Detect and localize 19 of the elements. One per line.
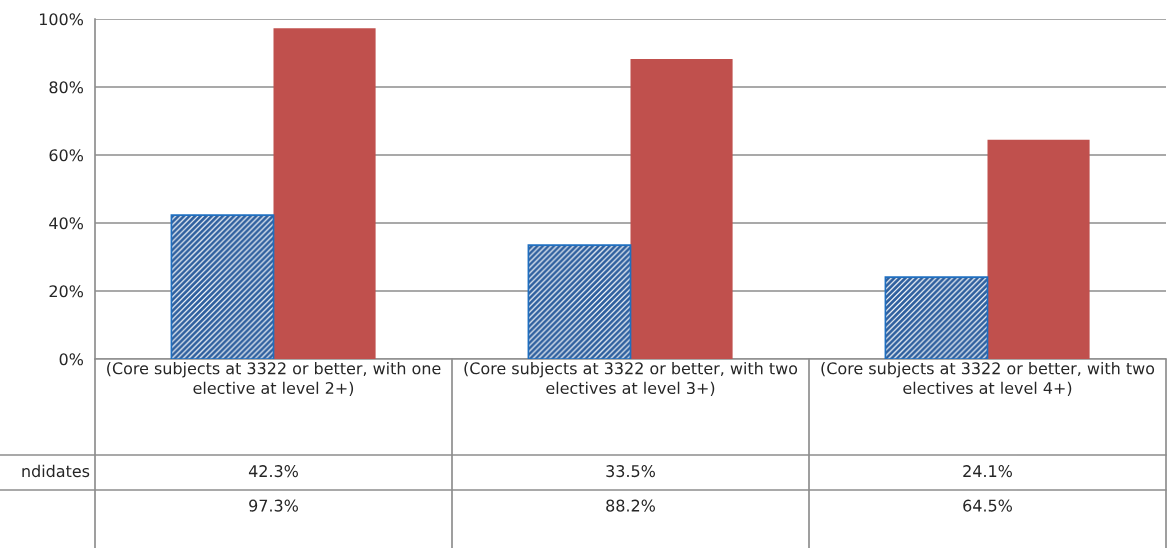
data-label: 64.5% — [963, 499, 1012, 512]
data-label: 42.3% — [248, 465, 298, 478]
y-tick-label: 20% — [49, 285, 84, 298]
y-tick-label: 80% — [49, 81, 84, 94]
y-tick-label: 60% — [49, 149, 84, 162]
bar — [630, 59, 733, 359]
bar — [273, 28, 376, 359]
x-tick-label: (Core subjects at 3322 or better, with one elective at level 2+) — [107, 362, 441, 396]
data-label: 88.2% — [606, 499, 655, 512]
y-tick-label: 100% — [39, 13, 84, 26]
data-label: 24.1% — [963, 465, 1012, 478]
data-label: 97.3% — [249, 499, 298, 512]
y-tick-label: 40% — [49, 217, 84, 230]
bar — [987, 139, 1090, 359]
y-tick-label: 0% — [59, 353, 84, 366]
x-tick-label: (Core subjects at 3322 or better, with two electives at level 3+) — [464, 362, 798, 396]
text: ndidates — [22, 464, 90, 478]
data-label: 33.5% — [606, 465, 655, 478]
x-tick-label: (Core subjects at 3322 or better, with two electives at level 4+) — [821, 362, 1155, 396]
